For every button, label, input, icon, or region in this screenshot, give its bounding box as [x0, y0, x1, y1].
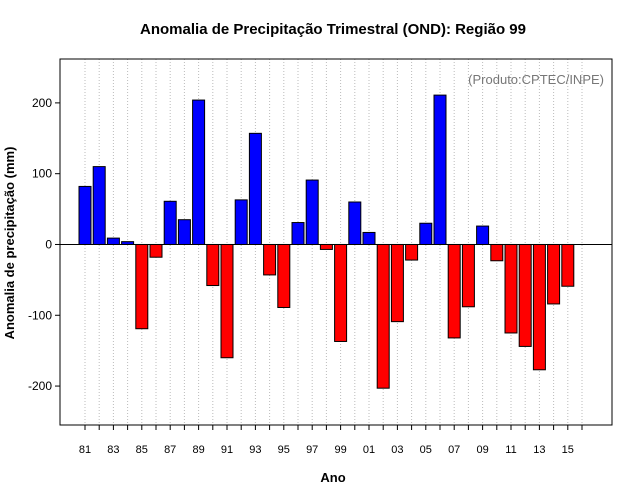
x-tick-label: 81: [79, 444, 91, 456]
bar-2007: [447, 243, 461, 339]
x-tick-label: 15: [562, 444, 574, 456]
y-tick-label: -100: [28, 308, 52, 322]
bar-2004: [405, 243, 419, 261]
bar-2006: [433, 94, 447, 245]
x-tick-label: 01: [363, 444, 375, 456]
bar-2012: [518, 243, 532, 347]
bar-1981: [78, 185, 92, 245]
bar-1995: [277, 243, 291, 308]
x-tick-label: 93: [249, 444, 261, 456]
plot-frame: [59, 58, 613, 426]
bar-2000: [348, 201, 362, 245]
credit-label: (Produto:CPTEC/INPE): [468, 72, 604, 87]
x-tick-label: 03: [391, 444, 403, 456]
y-tick-label: 0: [45, 237, 52, 251]
bar-2008: [461, 243, 475, 308]
bar-1997: [305, 179, 319, 245]
bar-1990: [206, 243, 220, 287]
x-tick-label: 07: [448, 444, 460, 456]
x-tick-label: 85: [136, 444, 148, 456]
x-tick-label: 91: [221, 444, 233, 456]
bar-1996: [291, 222, 305, 245]
bar-1991: [220, 243, 234, 359]
x-tick-label: 09: [476, 444, 488, 456]
bar-2010: [490, 243, 504, 262]
bar-1985: [135, 243, 149, 330]
bar-1999: [334, 243, 348, 342]
bar-2015: [561, 243, 575, 287]
bar-2001: [362, 231, 376, 245]
bar-2003: [390, 243, 404, 323]
bar-1998: [319, 243, 333, 250]
bar-1983: [106, 237, 120, 245]
bar-2013: [532, 243, 546, 371]
x-axis: 81 83 85 87 89 91 93 95 97 99 01 03 05 07 09 11 13 15: [79, 425, 583, 456]
bar-1982: [92, 166, 106, 245]
x-tick-label: 89: [192, 444, 204, 456]
bar-2002: [376, 243, 390, 389]
x-tick-label: 99: [334, 444, 346, 456]
y-tick-label: 100: [32, 167, 52, 181]
y-tick-label: 200: [32, 96, 52, 110]
x-tick-label: 87: [164, 444, 176, 456]
y-tick-label: -200: [28, 379, 52, 393]
x-tick-label: 13: [533, 444, 545, 456]
x-tick-label: 97: [306, 444, 318, 456]
bar-1992: [234, 199, 248, 245]
bar-2014: [547, 243, 561, 305]
x-tick-label: 95: [278, 444, 290, 456]
x-tick-label: 83: [107, 444, 119, 456]
chart-title: Anomalia de Precipitação Trimestral (OND…: [140, 21, 526, 38]
bar-2011: [504, 243, 518, 334]
bar-1989: [192, 99, 206, 245]
bar-2005: [419, 222, 433, 245]
bar-2009: [476, 225, 490, 245]
bar-1986: [149, 243, 163, 258]
bar-1988: [177, 219, 191, 245]
bar-1994: [263, 243, 277, 276]
bar-1987: [163, 200, 177, 245]
y-axis-label: Anomalia de precipitação (mm): [2, 147, 17, 340]
bar-1993: [248, 132, 262, 245]
y-axis: -200 -100 0 100 200: [28, 96, 60, 393]
x-axis-label: Ano: [320, 470, 345, 485]
x-tick-label: 05: [420, 444, 432, 456]
x-tick-label: 11: [505, 444, 516, 456]
bars: [78, 94, 575, 389]
